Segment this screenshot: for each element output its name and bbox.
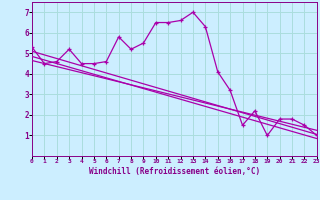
X-axis label: Windchill (Refroidissement éolien,°C): Windchill (Refroidissement éolien,°C) — [89, 167, 260, 176]
